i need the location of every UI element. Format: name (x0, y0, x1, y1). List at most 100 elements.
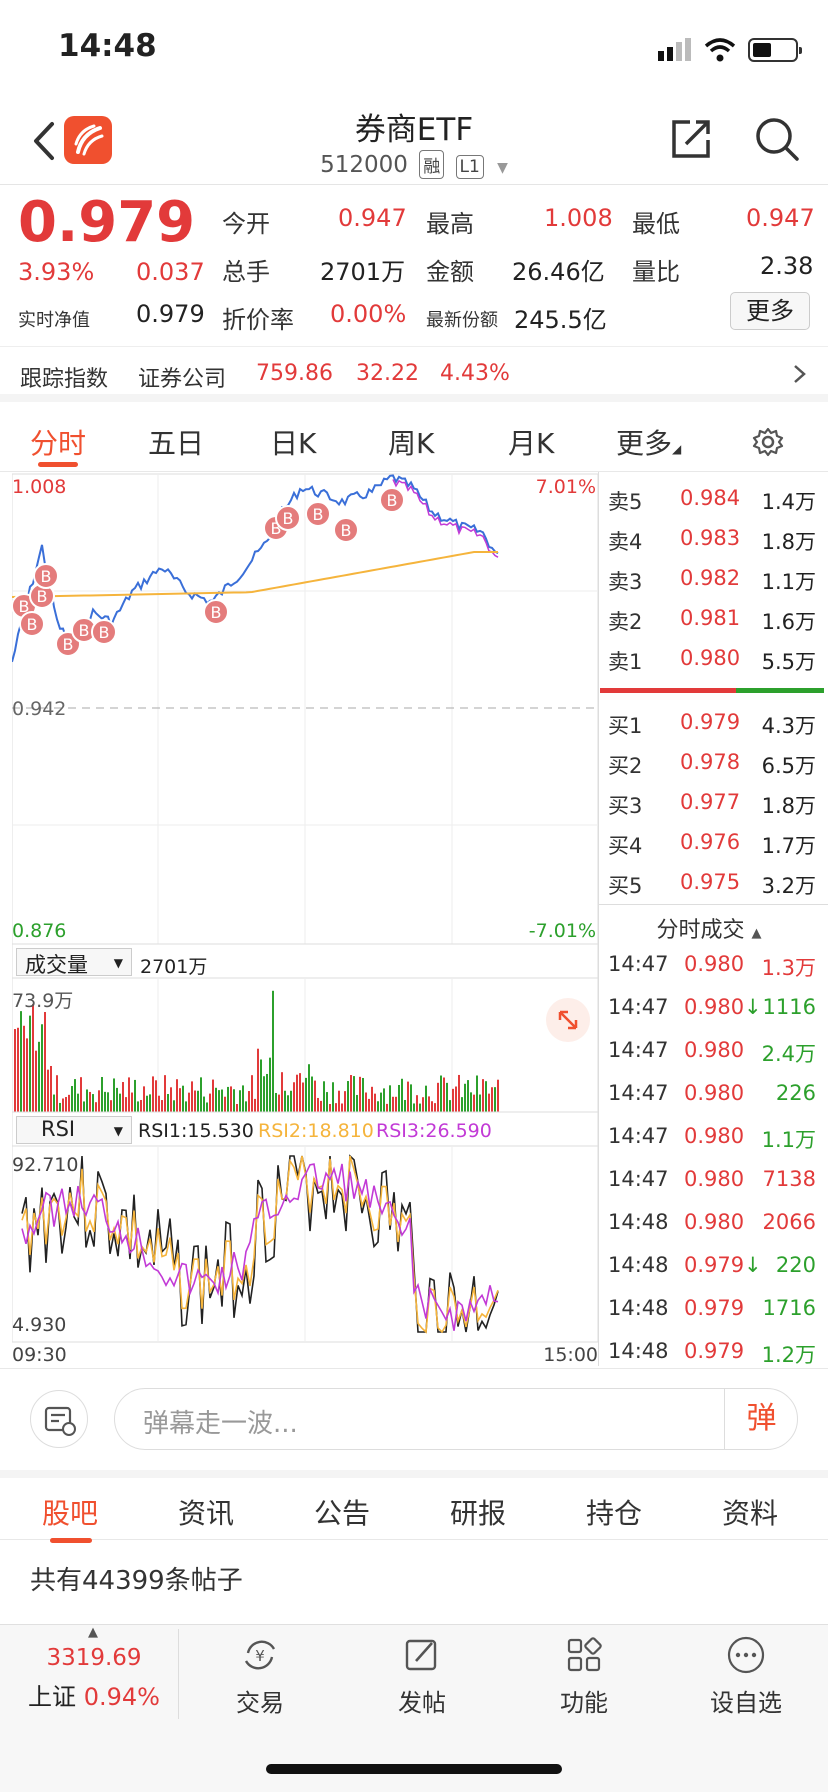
volume-bar (290, 1090, 292, 1112)
volume-bar (425, 1085, 427, 1112)
tab-daily-k[interactable]: 日K (270, 427, 317, 460)
tab-intraday[interactable]: 分时 (30, 427, 87, 460)
tab-monthly-k[interactable]: 月K (508, 427, 555, 460)
volume-bar (422, 1097, 424, 1112)
volume-bar (287, 1095, 289, 1112)
tick-volume: 220 (775, 1253, 816, 1277)
tab-announcement[interactable]: 公告 (314, 1497, 371, 1530)
tab-more[interactable]: 更多◢ (616, 427, 682, 460)
tick-time: 14:47 (608, 1038, 669, 1062)
volume-bar (89, 1091, 91, 1112)
volume-bar (386, 1103, 388, 1112)
volume-bar (473, 1094, 475, 1112)
settings-gear-icon[interactable] (752, 426, 784, 458)
rsi2-value: RSI2:18.810 (258, 1120, 374, 1142)
shares-value: 245.5亿 (514, 306, 607, 334)
bid-row[interactable]: 买5 0.975 3.2万 (598, 862, 820, 902)
volume-bar (284, 1090, 286, 1112)
tick-row: 14:48 0.979 ↓ 220 (598, 1245, 820, 1285)
volume-bar (113, 1078, 115, 1112)
danmu-input[interactable]: 弹幕走一波... (114, 1388, 798, 1450)
ticks-title[interactable]: 分时成交 ▲ (656, 918, 762, 943)
home-indicator (266, 1764, 562, 1774)
volume-bar (440, 1075, 442, 1112)
ask-row[interactable]: 卖3 0.982 1.1万 (598, 558, 820, 598)
danmu-settings-icon[interactable] (30, 1390, 88, 1448)
volume-bar (200, 1077, 202, 1112)
ask-row[interactable]: 卖5 0.984 1.4万 (598, 478, 820, 518)
volume-bar (326, 1092, 328, 1112)
buy-marker: B (203, 599, 229, 625)
tab-guba[interactable]: 股吧 (42, 1497, 99, 1530)
volume-bar (455, 1086, 457, 1112)
tick-time: 14:48 (608, 1210, 669, 1234)
volume-bar (395, 1096, 397, 1112)
pct-axis-top: 7.01% (535, 476, 596, 498)
svg-text:¥: ¥ (255, 1647, 265, 1665)
rsi-indicator-select[interactable]: RSI ▼ (16, 1116, 132, 1144)
volume-bar (266, 1073, 268, 1112)
bid-price: 0.977 (680, 790, 741, 814)
tab-research[interactable]: 研报 (450, 1497, 507, 1530)
volume-bar (308, 1064, 310, 1112)
bid-volume: 3.2万 (761, 874, 816, 898)
more-button[interactable]: 更多 (730, 292, 810, 330)
back-icon[interactable] (28, 118, 62, 164)
post-count: 共有44399条帖子 (30, 1566, 243, 1596)
ask-row[interactable]: 卖1 0.980 5.5万 (598, 638, 820, 678)
time-start: 09:30 (12, 1344, 67, 1366)
bid-label: 买3 (608, 794, 643, 818)
buy-marker-label: B (283, 509, 294, 528)
change-value: 0.037 (136, 258, 205, 286)
ask-row[interactable]: 卖4 0.983 1.8万 (598, 518, 820, 558)
buy-marker-label: B (41, 567, 52, 586)
tracking-index-row[interactable]: 跟踪指数 证券公司 759.86 32.22 4.43% (0, 346, 828, 402)
volume-indicator-select[interactable]: 成交量 ▼ (16, 948, 132, 977)
volume-bar (131, 1092, 133, 1112)
bid-row[interactable]: 买1 0.979 4.3万 (598, 702, 820, 742)
volume-bar (356, 1094, 358, 1112)
tab-holdings[interactable]: 持仓 (586, 1497, 643, 1530)
tab-five-day[interactable]: 五日 (148, 427, 205, 460)
expand-icon[interactable] (546, 998, 590, 1042)
tab-news[interactable]: 资讯 (178, 1497, 235, 1530)
volume-bar (311, 1076, 313, 1112)
level-tag[interactable]: L1 (455, 155, 484, 179)
tick-arrow: ↓ (744, 1253, 762, 1277)
volume-bar (26, 1038, 28, 1112)
search-icon[interactable] (754, 116, 800, 162)
volume-bar (419, 1103, 421, 1112)
tab-profile[interactable]: 资料 (722, 1497, 779, 1530)
ask-row[interactable]: 卖2 0.981 1.6万 (598, 598, 820, 638)
tick-volume: 1.3万 (761, 956, 816, 980)
volume-bar (494, 1087, 496, 1112)
rsi1-line (21, 1154, 499, 1333)
volume-bar (140, 1099, 142, 1112)
volume-bar (275, 1092, 277, 1112)
tick-volume: 226 (775, 1081, 816, 1105)
amount-label: 金额 (426, 258, 474, 286)
danmu-send-button[interactable]: 弹 (724, 1388, 798, 1450)
grid-icon (567, 1637, 602, 1672)
volume-bar (437, 1082, 439, 1112)
tick-arrow: ↓ (744, 995, 762, 1019)
volume-bar (371, 1086, 373, 1112)
volume-bar (86, 1089, 88, 1112)
bid-row[interactable]: 买4 0.976 1.7万 (598, 822, 820, 862)
rsi1-value: RSI1:15.530 (138, 1120, 254, 1142)
volume-bar (119, 1093, 121, 1112)
index-pct: 0.94% (83, 1683, 160, 1711)
volume-bar (143, 1086, 145, 1112)
volume-bar (227, 1086, 229, 1112)
bid-row[interactable]: 买3 0.977 1.8万 (598, 782, 820, 822)
volume-bar (128, 1077, 130, 1112)
tab-weekly-k[interactable]: 周K (388, 427, 435, 460)
bid-row[interactable]: 买2 0.978 6.5万 (598, 742, 820, 782)
caret-down-icon[interactable]: ▼ (497, 160, 508, 176)
tick-price: 0.980 (684, 1167, 745, 1191)
share-icon[interactable] (668, 116, 714, 162)
bid-label: 买1 (608, 714, 643, 738)
battery-icon (748, 38, 802, 62)
tracking-index-change: 32.22 (356, 361, 419, 386)
